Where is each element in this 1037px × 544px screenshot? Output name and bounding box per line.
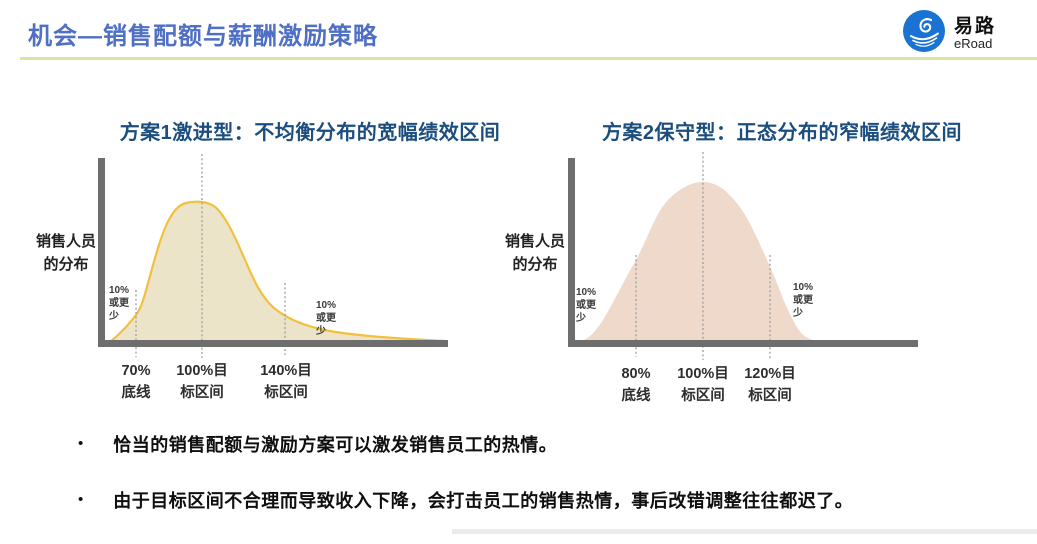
title-underline [20,57,1037,60]
list-item: • 恰当的销售配额与激励方案可以激发销售员工的热情。 [78,432,998,459]
chart2-title: 方案2保守型：正态分布的窄幅绩效区间 [601,122,963,144]
chart2-tick-80-baseline: 80% 底线 [621,366,651,405]
bottom-edge-strip [452,529,1037,534]
chart2-right-tail-annotation: 10% 或更 少 [793,282,814,320]
logo-wave-1 [910,32,939,41]
chart1-right-tail-annotation: 10% 或更 少 [316,300,337,338]
chart2-tick-120-target: 120%目 标区间 [744,366,796,405]
chart1-tick-100-target: 100%目 标区间 [176,363,228,402]
logo-swirl [919,18,933,33]
chart2-x-axis [568,340,918,347]
chart1-x-axis [98,340,448,347]
logo-wave-2 [912,37,938,44]
chart2-left-tail-annotation: 10% 或更 少 [576,287,597,325]
bullet-marker: • [78,491,84,508]
bullet-marker: • [78,435,84,452]
chart2-area-fill [584,182,814,340]
chart1-area-fill [105,201,445,346]
logo-name-en: eRoad [954,35,993,51]
chart2-tick-100-target: 100%目 标区间 [677,366,729,405]
chart2-y-axis [568,158,575,347]
chart1-left-tail-annotation: 10% 或更 少 [109,285,130,323]
chart1-curve-stroke [103,200,447,347]
chart1-plot [98,154,448,358]
chart2-y-axis-label: 销售人员 的分布 [504,233,565,274]
bullet-list: • 恰当的销售配额与激励方案可以激发销售员工的热情。 • 由于目标区间不合理而导… [78,432,998,544]
list-item: • 由于目标区间不合理而导致收入下降，会打击员工的销售热情，事后改错调整往往都迟… [78,488,998,515]
logo-wave-3 [915,41,935,47]
chart2-plot [568,152,918,360]
chart1-tick-140-target: 140%目 标区间 [260,363,312,402]
bullet-text-2: 由于目标区间不合理而导致收入下降，会打击员工的销售热情，事后改错调整往往都迟了。 [113,491,854,511]
logo-name-cn: 易路 [954,15,997,37]
chart1-y-axis-label: 销售人员 的分布 [35,233,96,274]
page-title: 机会—销售配额与薪酬激励策略 [28,23,378,50]
bullet-text-1: 恰当的销售配额与激励方案可以激发销售员工的热情。 [113,435,558,455]
logo-text: 易路 eRoad [954,15,997,51]
logo: 易路 eRoad [903,10,996,57]
chart1-tick-70-baseline: 70% 底线 [121,363,151,402]
eroad-logo-icon [903,10,945,57]
chart1-title: 方案1激进型：不均衡分布的宽幅绩效区间 [119,122,501,144]
chart1-y-axis [98,158,105,347]
